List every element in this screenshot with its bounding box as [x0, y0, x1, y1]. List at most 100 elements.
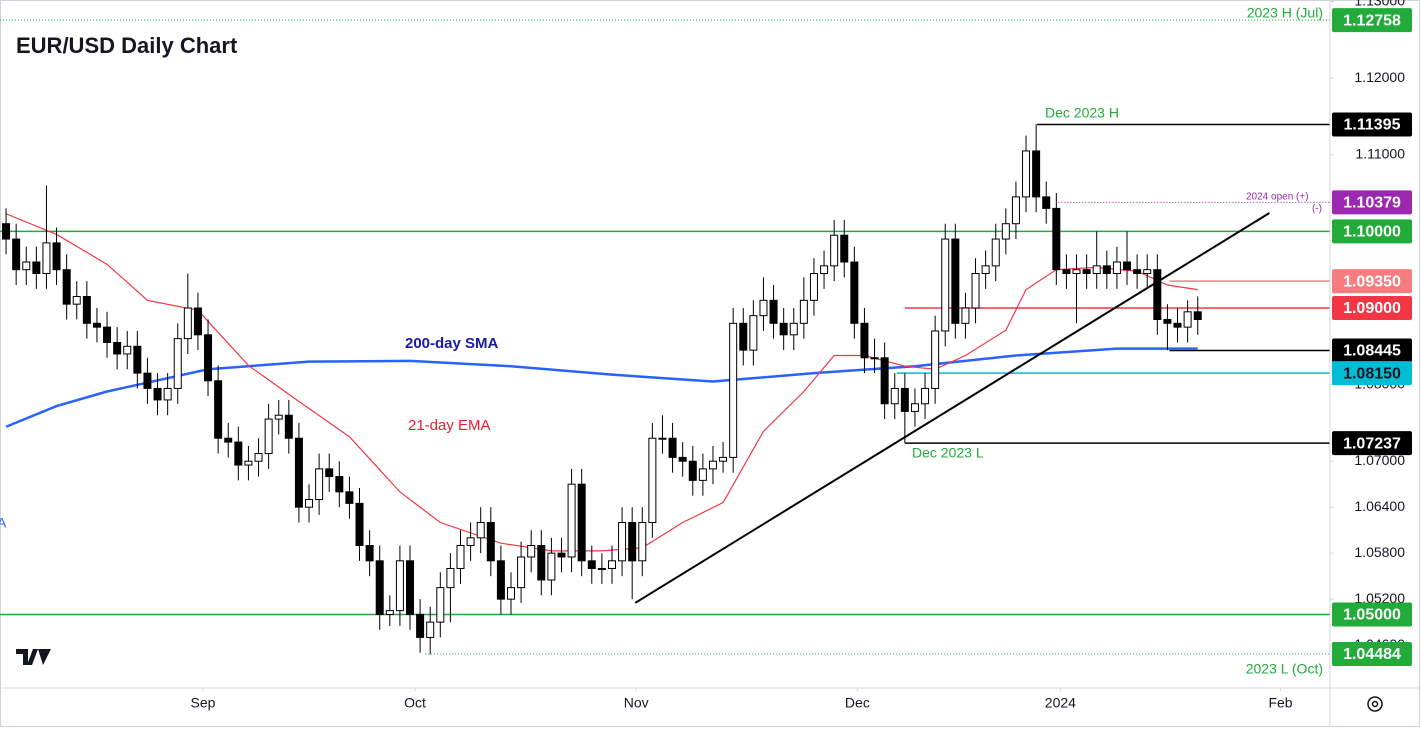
candle-body [921, 387, 930, 405]
candle-body [173, 338, 182, 389]
price-label: 1.05000 [1343, 607, 1401, 624]
candle-body [618, 522, 627, 562]
annotation: Dec 2023 L [912, 445, 984, 461]
candle-body [688, 460, 697, 481]
annotation: A [0, 515, 7, 531]
candle-body [1102, 265, 1111, 275]
candle-body [52, 242, 61, 271]
candle-body [628, 522, 637, 562]
candle-body [1001, 223, 1010, 240]
candle-body [496, 560, 505, 600]
candle-body [1112, 261, 1121, 275]
price-label: 1.08445 [1343, 343, 1401, 360]
settings-button[interactable] [1367, 696, 1383, 712]
candle-body [365, 544, 374, 562]
candle-body [1123, 261, 1132, 271]
annotation: 2023 L (Oct) [1246, 661, 1323, 677]
candle-body [971, 273, 980, 309]
candle-body [1052, 207, 1061, 271]
candle-body [133, 345, 142, 374]
price-label-box [1332, 338, 1412, 363]
price-scale: 1.130001.120001.110001.080001.070001.064… [1330, 0, 1412, 666]
candle-body [466, 537, 475, 546]
price-label-box [1332, 295, 1412, 320]
candle-body [1022, 150, 1031, 198]
candle-body [264, 418, 273, 455]
candle-body [1032, 150, 1041, 198]
candle-body [345, 491, 354, 504]
candle-body [183, 307, 192, 340]
price-label-box [1332, 602, 1412, 627]
candle-body [375, 560, 384, 615]
candle-body [234, 441, 243, 466]
price-label-box [1332, 8, 1412, 33]
candle-body [900, 387, 909, 412]
candle-body [1072, 269, 1081, 275]
candle-body [749, 315, 758, 351]
candle-body [941, 238, 950, 332]
candle-body [1062, 269, 1071, 275]
candle-body [1183, 311, 1192, 328]
candle-body [22, 261, 31, 271]
candle-body [931, 330, 940, 389]
candle-body [284, 414, 293, 439]
candle-body [527, 544, 536, 558]
candle-body [850, 261, 859, 324]
candle-body [587, 560, 596, 569]
candle-body [1153, 269, 1162, 320]
candle-body [244, 460, 253, 466]
candle-body [799, 299, 808, 324]
candle-body [678, 456, 687, 462]
x-tick-label: Dec [845, 695, 870, 711]
candle-body [506, 587, 515, 600]
candle-body [1133, 269, 1142, 275]
candle-body [385, 610, 394, 615]
settings-icon[interactable] [1367, 696, 1383, 712]
candle-body [719, 456, 728, 462]
candle-body [1082, 269, 1091, 275]
price-label: 1.09350 [1343, 273, 1401, 290]
candle-body [981, 265, 990, 275]
y-tick-label: 1.13000 [1354, 0, 1405, 8]
x-tick-label: 2024 [1045, 695, 1076, 711]
price-label: 1.10379 [1343, 195, 1401, 212]
candle-body [1092, 265, 1101, 275]
candle-body [456, 544, 465, 569]
candle-body [779, 322, 788, 336]
candle-body [607, 560, 616, 569]
price-label-box [1332, 190, 1412, 215]
price-label: 1.04484 [1343, 646, 1401, 663]
levels [0, 19, 1330, 655]
logo [16, 649, 51, 665]
candle-body [42, 242, 51, 275]
price-label: 1.08150 [1343, 365, 1401, 382]
candle-body [204, 334, 213, 382]
candle-body [809, 273, 818, 301]
candle-body [557, 552, 566, 558]
candle-body [325, 468, 334, 478]
candle-body [12, 238, 21, 271]
candle-body [547, 552, 556, 581]
candle-body [92, 322, 101, 328]
candle-body [103, 326, 112, 343]
x-tick-label: Feb [1268, 695, 1292, 711]
candle-body [113, 341, 122, 355]
candle-body [910, 403, 919, 412]
candle-body [517, 556, 526, 589]
candle-body [567, 483, 576, 558]
moving-average-line [5, 347, 1198, 428]
chart-title: EUR/USD Daily Chart [16, 33, 238, 58]
candle-body [769, 299, 778, 324]
y-tick-label: 1.06400 [1354, 498, 1405, 514]
candle-body [214, 380, 223, 439]
candle-body [648, 437, 657, 524]
candle-body [830, 234, 839, 267]
price-label-box [1332, 219, 1412, 244]
candle-body [1042, 196, 1051, 209]
price-label: 1.09000 [1343, 300, 1401, 317]
candle-body [62, 269, 71, 305]
annotation: 2024 open (+) [1246, 192, 1309, 203]
candle-body [789, 322, 798, 336]
